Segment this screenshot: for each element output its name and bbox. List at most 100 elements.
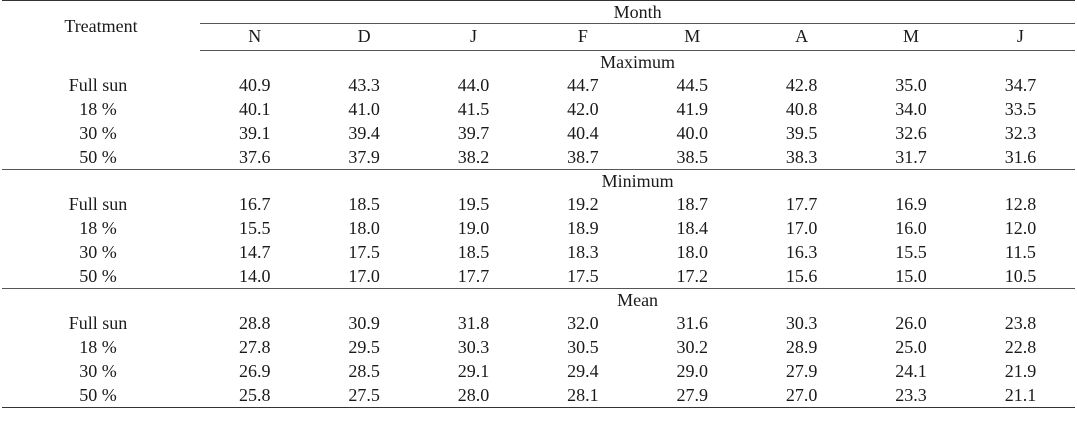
table-cell: 17.5 — [348, 242, 380, 262]
table-cell: 23.3 — [856, 383, 966, 408]
treatment-name: 30 % — [79, 361, 117, 381]
table-cell: 34.7 — [1004, 75, 1037, 95]
table-cell: 28.0 — [418, 383, 529, 408]
table-cell: 22.8 — [1004, 337, 1037, 357]
table-cell: 40.1 — [238, 99, 271, 119]
table-cell: 31.6 — [676, 313, 709, 333]
table-cell: 12.0 — [1004, 218, 1037, 238]
treatment-name: 30 % — [79, 123, 117, 143]
table-cell: 44.0 — [457, 75, 490, 95]
table-header: Treatment Month N D J F M A M J — [2, 0, 1076, 51]
table-row: 30 % 39.1 39.4 39.7 40.4 40.0 39.5 32.6 32.3 — [2, 121, 1075, 145]
table-cell: 42.8 — [785, 75, 818, 95]
group-title-row: Maximum — [2, 51, 1075, 74]
treatment-name: 18 % — [79, 99, 117, 119]
table-cell: 19.2 — [567, 194, 599, 214]
table-cell: 17.2 — [676, 266, 709, 286]
month-column-header: M — [856, 23, 966, 51]
month-column-header: M — [637, 23, 747, 51]
table-cell: 29.5 — [348, 337, 380, 357]
table-cell: 41.5 — [457, 99, 490, 119]
month-column-header: J — [418, 23, 529, 51]
table-cell: 15.5 — [895, 242, 927, 262]
group-title-spacer — [2, 288, 200, 311]
table-cell: 25.0 — [895, 337, 927, 357]
table-cell: 44.5 — [676, 75, 709, 95]
table-cell: 18.0 — [348, 218, 380, 238]
table-cell: 42.0 — [567, 99, 599, 119]
month-header: Month — [200, 0, 1076, 24]
table-cell: 32.0 — [567, 313, 599, 333]
table-cell: 29.1 — [457, 361, 490, 381]
table-cell: 16.9 — [895, 194, 927, 214]
table-cell: 17.7 — [785, 194, 818, 214]
treatment-name: Full sun — [68, 75, 128, 95]
treatment-name: 30 % — [79, 242, 117, 262]
table-cell: 38.2 — [457, 147, 490, 167]
month-column-header: D — [309, 23, 419, 51]
table-cell: 41.0 — [348, 99, 380, 119]
table-cell: 14.0 — [238, 266, 271, 286]
table-row: 50 % 37.6 37.9 38.2 38.7 38.5 38.3 31.7 31.6 — [2, 145, 1075, 170]
table-cell: 28.1 — [528, 383, 638, 408]
group-title: Maximum — [600, 52, 676, 72]
table-cell: 26.0 — [895, 313, 927, 333]
table-cell: 27.9 — [637, 383, 747, 408]
table-cell: 38.5 — [676, 147, 709, 167]
table-cell: 17.5 — [567, 266, 599, 286]
table-cell: 27.8 — [238, 337, 271, 357]
table-row: Full sun 28.8 30.9 31.8 32.0 31.6 30.3 26.0 23.8 — [2, 311, 1075, 335]
month-column-header: J — [965, 23, 1076, 51]
table-cell: 27.5 — [309, 383, 419, 408]
table-cell: 29.0 — [676, 361, 709, 381]
table-cell: 37.9 — [348, 147, 380, 167]
table-cell: 25.8 — [200, 383, 310, 408]
table-cell: 27.9 — [785, 361, 818, 381]
table-cell: 28.8 — [238, 313, 271, 333]
table-row: 50 % 25.8 27.5 28.0 28.1 27.9 27.0 23.3 21.1 — [2, 383, 1076, 408]
table-cell: 18.5 — [457, 242, 490, 262]
table-cell: 15.0 — [895, 266, 927, 286]
table-cell: 15.6 — [785, 266, 818, 286]
table-cell: 10.5 — [1004, 266, 1037, 286]
treatment-name: 50 % — [79, 266, 117, 286]
table-cell: 16.7 — [238, 194, 271, 214]
table-cell: 39.4 — [348, 123, 380, 143]
table-row: 30 % 14.7 17.5 18.5 18.3 18.0 16.3 15.5 11.5 — [2, 240, 1075, 264]
table-cell: 21.1 — [965, 383, 1076, 408]
table-cell: 12.8 — [1004, 194, 1037, 214]
table-cell: 18.4 — [676, 218, 709, 238]
table-cell: 23.8 — [1004, 313, 1037, 333]
group-title-spacer — [2, 51, 200, 74]
table-cell: 31.6 — [1004, 147, 1037, 167]
table-cell: 39.1 — [238, 123, 271, 143]
table-cell: 41.9 — [676, 99, 709, 119]
table-cell: 11.5 — [1005, 242, 1036, 262]
table-cell: 18.5 — [348, 194, 380, 214]
table-cell: 31.7 — [895, 147, 927, 167]
table-cell: 30.3 — [785, 313, 818, 333]
table-cell: 19.0 — [457, 218, 490, 238]
table-cell: 38.3 — [785, 147, 818, 167]
table-cell: 28.9 — [785, 337, 818, 357]
table-cell: 27.0 — [746, 383, 857, 408]
table-cell: 16.0 — [895, 218, 927, 238]
table-cell: 16.3 — [785, 242, 818, 262]
table-cell: 17.7 — [457, 266, 490, 286]
group-title-row: Mean — [2, 288, 1076, 311]
table-cell: 32.6 — [895, 123, 927, 143]
table-cell: 30.3 — [457, 337, 490, 357]
table-row: 18 % 15.5 18.0 19.0 18.9 18.4 17.0 16.0 12.0 — [2, 216, 1075, 240]
table-cell: 39.5 — [785, 123, 818, 143]
treatment-header: Treatment — [2, 0, 200, 51]
treatment-name: 18 % — [79, 337, 117, 357]
table-cell: 30.9 — [348, 313, 380, 333]
group-title-spacer — [2, 169, 200, 192]
table-cell: 40.9 — [238, 75, 271, 95]
table-cell: 15.5 — [238, 218, 271, 238]
table-row: Full sun 40.9 43.3 44.0 44.7 44.5 42.8 35.0 34.7 — [2, 73, 1075, 97]
table-cell: 29.4 — [567, 361, 599, 381]
table-cell: 18.3 — [567, 242, 599, 262]
table-row: 30 % 26.9 28.5 29.1 29.4 29.0 27.9 24.1 21.9 — [2, 359, 1075, 383]
